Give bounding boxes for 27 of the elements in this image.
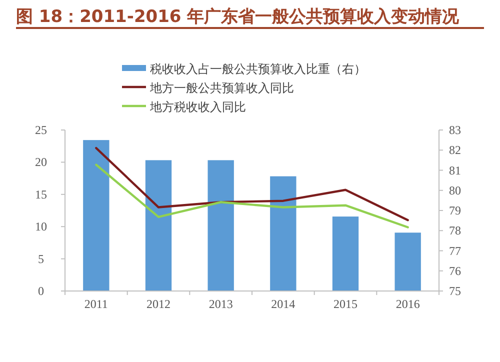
y2-tick-label: 82 <box>449 143 461 158</box>
y-tick-label: 20 <box>35 155 47 170</box>
y-tick-label: 15 <box>35 187 47 202</box>
y-tick-label: 0 <box>38 284 44 298</box>
chart-title: 图 18：2011-2016 年广东省一般公共预算收入变动情况 <box>16 7 460 27</box>
x-tick-label: 2011 <box>84 297 108 311</box>
y2-tick-label: 77 <box>449 244 461 258</box>
line-series <box>95 146 409 222</box>
x-tick-label: 2012 <box>146 297 170 311</box>
y2-tick-label: 76 <box>449 264 461 278</box>
y2-tick-label: 78 <box>449 224 461 238</box>
y2-tick-label: 79 <box>449 204 461 218</box>
x-tick-label: 2015 <box>334 297 358 311</box>
y2-tick-label: 80 <box>449 183 461 198</box>
legend-label: 地方税收收入同比 <box>149 100 246 114</box>
y2-tick-label: 81 <box>449 163 461 178</box>
line-series <box>95 164 409 228</box>
x-tick-label: 2014 <box>271 297 296 311</box>
x-tick-label: 2013 <box>208 297 233 311</box>
y2-tick-label: 83 <box>449 123 461 137</box>
y-tick-label: 10 <box>35 220 47 234</box>
y-tick-label: 25 <box>35 123 47 137</box>
x-tick-label: 2016 <box>396 297 420 311</box>
y2-tick-label: 75 <box>449 284 461 298</box>
legend-label: 地方一般公共预算收入同比 <box>149 81 294 95</box>
legend-label: 税收收入占一般公共预算收入比重（右） <box>150 62 366 76</box>
y-tick-label: 5 <box>38 252 44 266</box>
